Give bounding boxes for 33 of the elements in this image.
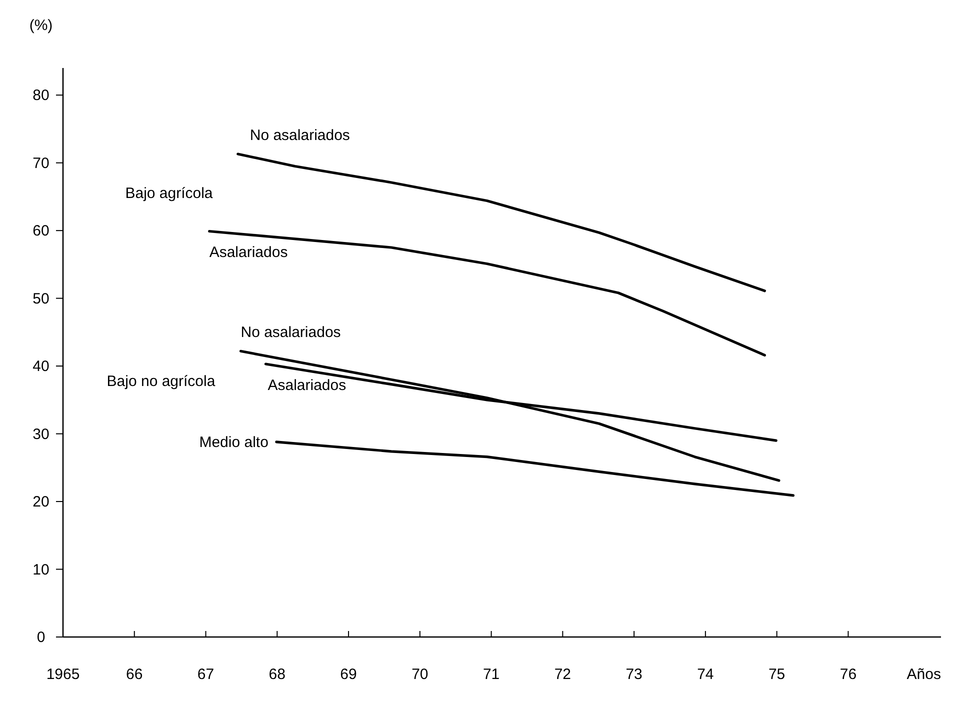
y-tick-label: 60 [32,222,50,240]
x-tick-label: 67 [197,666,214,683]
x-tick-label: 71 [482,666,500,683]
y-tick-label: 10 [32,561,50,578]
x-tick-label: 76 [840,666,857,683]
series-label: Asalariados [209,244,288,262]
x-axis-title: Años [906,666,941,683]
y-tick-label: 30 [32,426,50,443]
series-label: Medio alto [199,434,268,451]
series-label: Asalariados [268,377,346,394]
y-axis-title: (%) [29,17,53,34]
series-label: No asalariados [250,127,350,144]
x-tick-label: 73 [626,666,642,683]
annotation: Bajo no agrícola [106,373,216,390]
x-tick-label: 66 [126,666,143,683]
y-tick-label: 40 [32,358,50,376]
y-tick-label: 70 [32,154,50,172]
y-tick-label: 0 [36,629,46,646]
y-tick-label: 20 [32,494,50,511]
x-tick-label: 70 [412,666,428,683]
line-series [239,350,780,482]
series-label: No asalariados [240,324,341,342]
line-series [275,440,795,497]
y-tick-label: 50 [32,290,50,308]
x-tick-label: 75 [768,666,786,683]
y-tick-label: 80 [32,87,50,104]
annotation: Bajo agrícola [125,185,214,202]
x-tick-label: 74 [697,666,714,683]
x-tick-label: 1965 [46,666,80,683]
x-tick-label: 68 [268,666,286,683]
x-tick-label: 69 [340,666,357,683]
line-series [208,230,766,357]
x-tick-label: 72 [554,666,572,683]
